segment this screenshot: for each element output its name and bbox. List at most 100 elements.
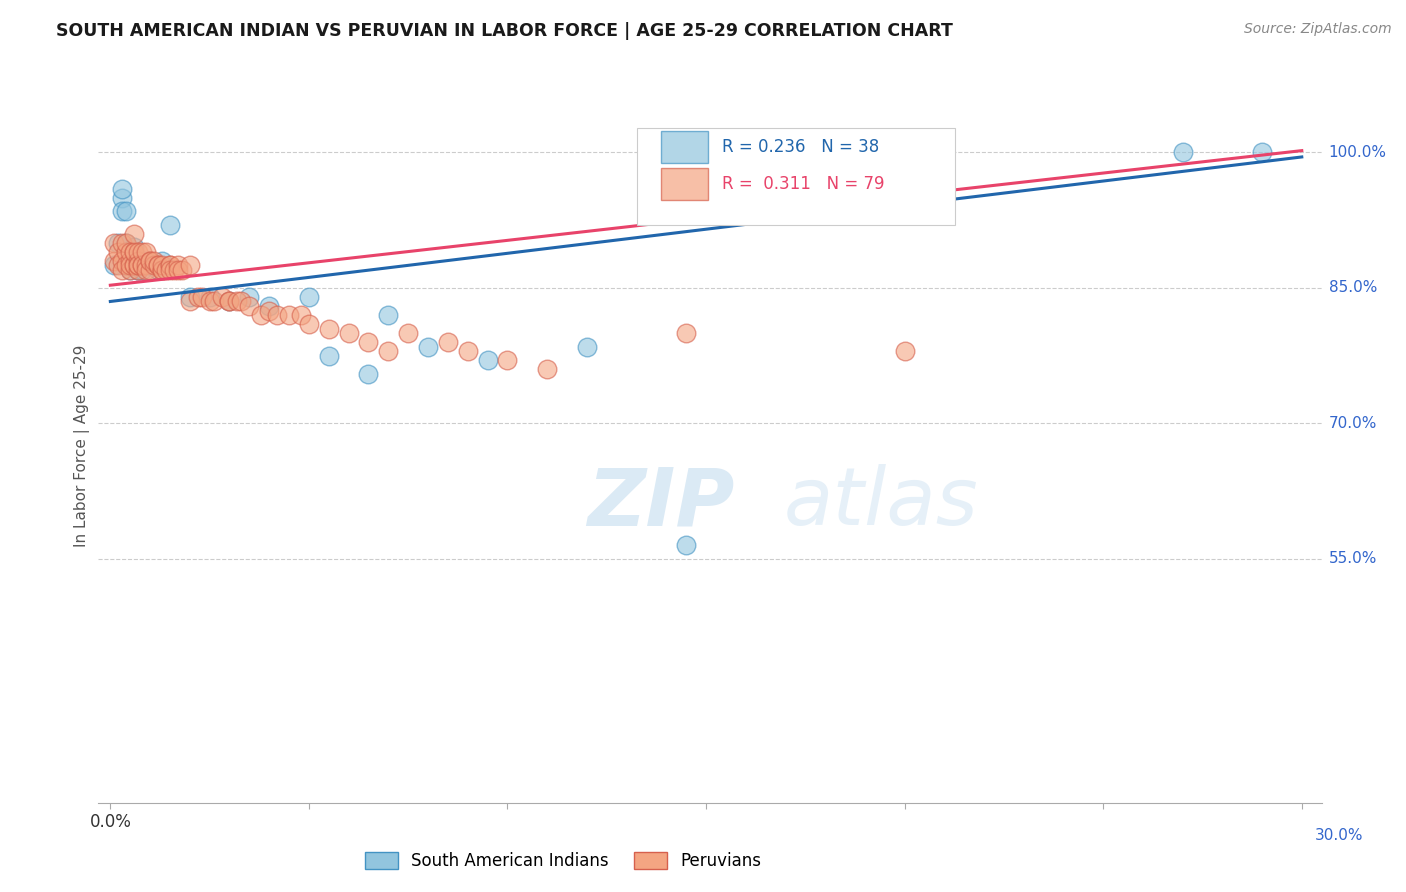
Point bbox=[231, 294, 253, 309]
Point bbox=[127, 263, 149, 277]
Point bbox=[127, 263, 149, 277]
Point bbox=[107, 258, 129, 272]
Point bbox=[127, 263, 149, 277]
Point bbox=[318, 349, 340, 363]
FancyBboxPatch shape bbox=[661, 130, 707, 162]
Point bbox=[111, 253, 134, 268]
Point bbox=[115, 244, 138, 259]
Point bbox=[150, 263, 173, 277]
Y-axis label: In Labor Force | Age 25-29: In Labor Force | Age 25-29 bbox=[75, 345, 90, 547]
Point bbox=[122, 240, 145, 254]
Text: ZIP: ZIP bbox=[588, 464, 734, 542]
Point bbox=[357, 367, 380, 381]
Point bbox=[159, 258, 181, 272]
FancyBboxPatch shape bbox=[661, 168, 707, 200]
Point bbox=[139, 253, 162, 268]
Point bbox=[120, 258, 142, 272]
Point bbox=[238, 299, 260, 313]
Point bbox=[139, 263, 162, 277]
Point bbox=[893, 344, 915, 359]
Point bbox=[120, 263, 142, 277]
Text: 55.0%: 55.0% bbox=[1329, 551, 1376, 566]
Point bbox=[278, 308, 301, 322]
Point bbox=[179, 294, 201, 309]
Point bbox=[377, 308, 399, 322]
Point bbox=[127, 244, 149, 259]
Point bbox=[115, 258, 138, 272]
Point bbox=[107, 244, 129, 259]
Point bbox=[120, 263, 142, 277]
Point bbox=[266, 308, 288, 322]
Point bbox=[111, 235, 134, 250]
Point bbox=[675, 538, 697, 552]
Point bbox=[159, 218, 181, 232]
Point bbox=[115, 204, 138, 219]
Point bbox=[377, 344, 399, 359]
Point bbox=[103, 258, 125, 272]
Text: R =  0.311   N = 79: R = 0.311 N = 79 bbox=[723, 175, 884, 193]
Text: R = 0.236   N = 38: R = 0.236 N = 38 bbox=[723, 137, 880, 155]
Point bbox=[159, 263, 181, 277]
Point bbox=[226, 294, 249, 309]
Point bbox=[218, 294, 240, 309]
Text: SOUTH AMERICAN INDIAN VS PERUVIAN IN LABOR FORCE | AGE 25-29 CORRELATION CHART: SOUTH AMERICAN INDIAN VS PERUVIAN IN LAB… bbox=[56, 22, 953, 40]
Point bbox=[298, 317, 321, 331]
Point bbox=[536, 362, 558, 376]
Point bbox=[218, 294, 240, 309]
Point bbox=[190, 290, 212, 304]
Point bbox=[1251, 145, 1274, 160]
Point bbox=[396, 326, 419, 340]
Point bbox=[179, 258, 201, 272]
Point bbox=[146, 263, 169, 277]
Point bbox=[131, 263, 153, 277]
Point bbox=[187, 290, 209, 304]
Point bbox=[139, 253, 162, 268]
Point bbox=[111, 181, 134, 195]
Point bbox=[202, 294, 225, 309]
Text: atlas: atlas bbox=[783, 464, 979, 542]
Point bbox=[166, 263, 188, 277]
Point bbox=[416, 340, 439, 354]
Point bbox=[437, 335, 460, 350]
Point bbox=[250, 308, 273, 322]
FancyBboxPatch shape bbox=[637, 128, 955, 225]
Point bbox=[115, 235, 138, 250]
Point bbox=[131, 244, 153, 259]
Point bbox=[111, 204, 134, 219]
Point bbox=[122, 258, 145, 272]
Point bbox=[127, 253, 149, 268]
Point bbox=[122, 244, 145, 259]
Point bbox=[122, 244, 145, 259]
Point bbox=[575, 340, 598, 354]
Point bbox=[107, 235, 129, 250]
Point bbox=[163, 263, 186, 277]
Point bbox=[257, 299, 280, 313]
Point bbox=[477, 353, 499, 368]
Point bbox=[198, 290, 221, 304]
Point bbox=[150, 263, 173, 277]
Point bbox=[496, 353, 519, 368]
Point bbox=[298, 290, 321, 304]
Legend: South American Indians, Peruvians: South American Indians, Peruvians bbox=[359, 845, 769, 877]
Point bbox=[166, 258, 188, 272]
Point bbox=[120, 244, 142, 259]
Point bbox=[139, 258, 162, 272]
Point bbox=[103, 253, 125, 268]
Point bbox=[159, 258, 181, 272]
Point bbox=[115, 235, 138, 250]
Point bbox=[122, 258, 145, 272]
Point bbox=[111, 191, 134, 205]
Point bbox=[457, 344, 479, 359]
Point bbox=[318, 321, 340, 335]
Point bbox=[143, 258, 166, 272]
Point bbox=[290, 308, 312, 322]
Point bbox=[131, 258, 153, 272]
Point bbox=[115, 258, 138, 272]
Point bbox=[120, 253, 142, 268]
Point bbox=[150, 258, 173, 272]
Point bbox=[1171, 145, 1194, 160]
Point bbox=[170, 263, 193, 277]
Point bbox=[103, 235, 125, 250]
Point bbox=[131, 258, 153, 272]
Point bbox=[122, 227, 145, 241]
